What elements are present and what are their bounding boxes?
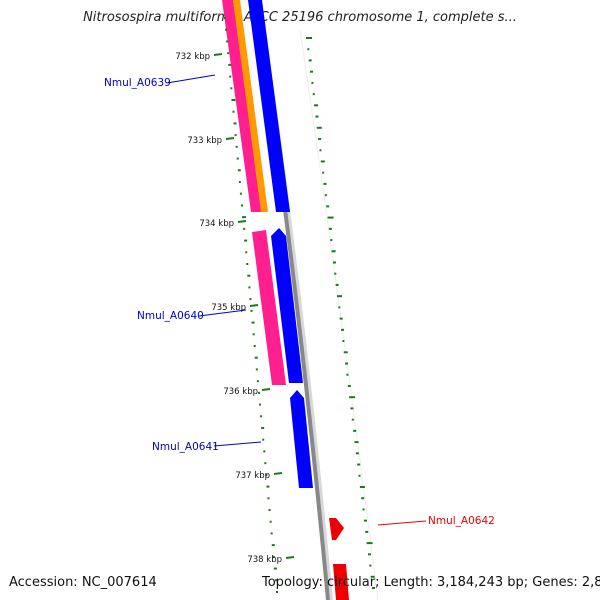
ruler-tick-label: 733 kbp bbox=[187, 136, 222, 146]
cds-blue-mid bbox=[271, 228, 303, 383]
ruler-tick-label: 732 kbp bbox=[175, 52, 210, 62]
cds-blue-low bbox=[290, 390, 313, 488]
leader-line bbox=[377, 520, 427, 526]
ruler-tick-label: 738 kbp bbox=[247, 555, 282, 565]
accession-label: Accession: NC_007614 bbox=[9, 575, 157, 590]
leader-line bbox=[166, 74, 216, 84]
ruler-tick bbox=[273, 472, 283, 475]
outer-ring bbox=[299, 29, 379, 600]
cds-red-bottom bbox=[333, 564, 349, 600]
ruler-tick-label: 737 kbp bbox=[235, 471, 270, 481]
feature-orange-top bbox=[233, 0, 268, 212]
ruler-tick bbox=[237, 220, 247, 223]
feature-pink-top bbox=[222, 0, 262, 212]
gene-label[interactable]: Nmul_A0641 bbox=[152, 441, 219, 453]
cds-red-arrow bbox=[329, 518, 344, 540]
ruler-tick bbox=[249, 304, 259, 307]
ruler-tick-label: 736 kbp bbox=[223, 387, 258, 397]
ruler-tick-label: 734 kbp bbox=[199, 219, 234, 229]
ruler-tick-label: 735 kbp bbox=[211, 303, 246, 313]
map-title: Nitrosospira multiformis ATCC 25196 chro… bbox=[83, 10, 517, 25]
gc-skew-right bbox=[306, 37, 375, 589]
feature-pink-mid bbox=[252, 230, 286, 385]
gene-label-group: Nmul_A0639 Nmul_A0640 Nmul_A0641 Nmul_A0… bbox=[104, 74, 495, 527]
ruler-tick bbox=[225, 137, 235, 140]
gc-skew-left bbox=[224, 17, 278, 593]
leader-line bbox=[213, 441, 262, 447]
ruler-tick bbox=[261, 388, 271, 391]
gene-label[interactable]: Nmul_A0642 bbox=[428, 515, 495, 527]
ruler-tick bbox=[285, 556, 295, 559]
genome-info: Topology: circular; Length: 3,184,243 bp… bbox=[262, 575, 600, 590]
ruler: 732 kbp 733 kbp 734 kbp 735 kbp 736 kbp 737 k… bbox=[175, 52, 295, 565]
gene-label[interactable]: Nmul_A0639 bbox=[104, 77, 171, 89]
gene-label[interactable]: Nmul_A0640 bbox=[137, 310, 204, 322]
ruler-tick bbox=[213, 53, 223, 56]
leader-line bbox=[198, 309, 247, 317]
cds-blue-top bbox=[248, 0, 290, 212]
